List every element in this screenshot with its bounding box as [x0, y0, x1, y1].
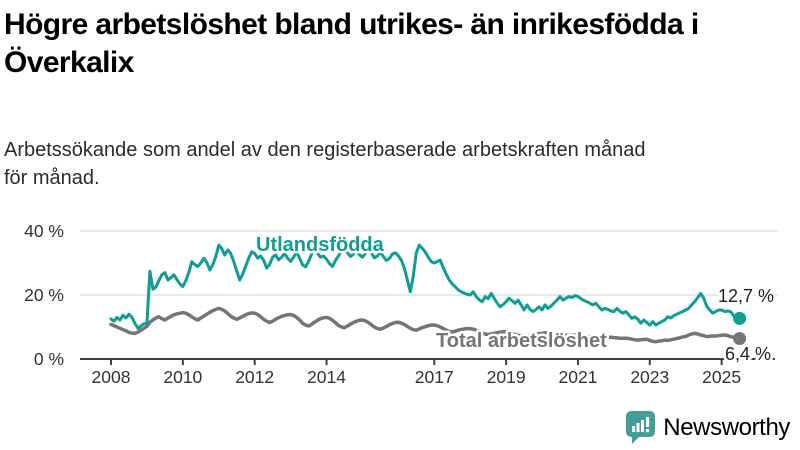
y-tick-label-40: 40 % — [24, 221, 64, 241]
series-end-dot-utlandsf-dda — [733, 311, 747, 325]
x-tick-label-2017: 2017 — [415, 367, 454, 387]
x-tick-label-2021: 2021 — [558, 367, 597, 387]
page-title: Högre arbetslöshet bland utrikes- än inr… — [4, 6, 796, 82]
title-line-2: Överkalix — [4, 46, 134, 79]
end-value-label-utlandsfodda: 12,7 % — [718, 286, 774, 306]
series-line-total-arbetsl-shet — [109, 306, 742, 344]
series-layer — [109, 243, 747, 346]
newsworthy-logo[interactable]: Newsworthy — [625, 410, 790, 445]
newsworthy-icon — [626, 411, 656, 444]
series-label-total-arbetsloshet: Total arbetslöshet — [436, 330, 607, 352]
series-line-utlandsf-dda — [109, 243, 742, 330]
title-line-1: Högre arbetslöshet bland utrikes- än inr… — [4, 8, 699, 41]
subtitle-line-1: Arbetssökande som andel av den registerb… — [4, 139, 646, 161]
grid-layer: 0 % 20 % 40 % 2008 2010 2012 2014 2017 2019 2021 2… — [24, 221, 778, 387]
x-tick-label-2023: 2023 — [630, 367, 669, 387]
subtitle-line-2: för månad. — [4, 167, 100, 189]
chart-subtitle: Arbetssökande som andel av den registerb… — [4, 136, 790, 192]
x-tick-label-2025: 2025 — [702, 367, 741, 387]
x-tick-label-2019: 2019 — [487, 367, 526, 387]
label-layer: Utlandsfödda Total arbetslöshet 12,7 % 6… — [254, 232, 778, 368]
y-tick-label-20: 20 % — [24, 285, 64, 305]
series-label-utlandsfodda: Utlandsfödda — [256, 234, 385, 256]
newsworthy-logo-text: Newsworthy — [663, 413, 790, 441]
end-value-label-total: 6,4 % — [725, 344, 771, 364]
x-tick-label-2014: 2014 — [307, 367, 346, 387]
x-tick-label-2008: 2008 — [92, 367, 131, 387]
y-tick-label-0: 0 % — [34, 349, 64, 369]
series-end-dot-total-arbetsl-shet — [733, 332, 747, 346]
x-tick-label-2010: 2010 — [163, 367, 202, 387]
x-tick-label-2012: 2012 — [235, 367, 274, 387]
